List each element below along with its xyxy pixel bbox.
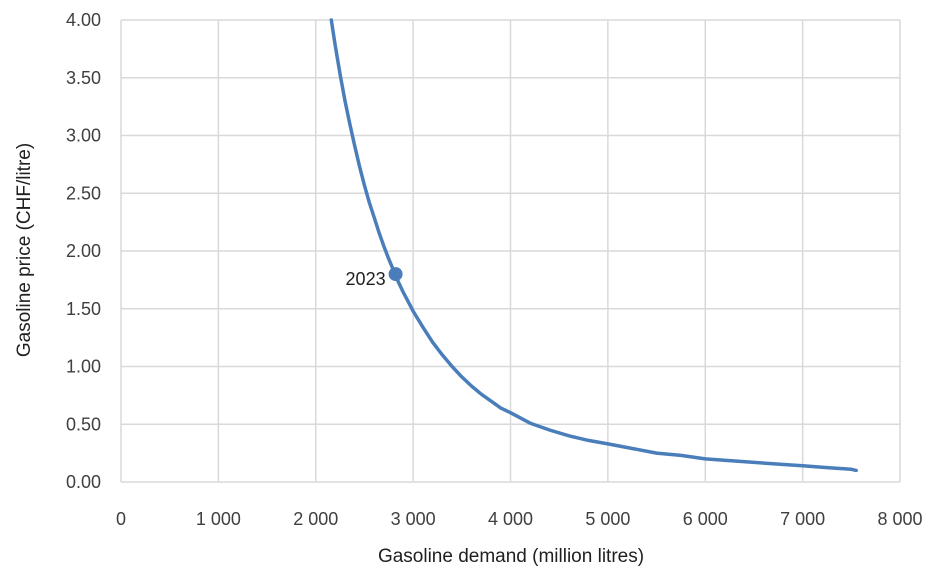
x-tick-label: 3 000 bbox=[391, 509, 436, 529]
horizontal-gridlines bbox=[121, 19, 900, 483]
y-tick-label: 1.00 bbox=[66, 357, 101, 377]
y-tick-label: 4.00 bbox=[66, 10, 101, 30]
x-tick-label: 1 000 bbox=[196, 509, 241, 529]
x-tick-label: 8 000 bbox=[877, 509, 922, 529]
y-tick-label: 3.00 bbox=[66, 126, 101, 146]
y-tick-label: 0.50 bbox=[66, 414, 101, 434]
x-tick-label: 5 000 bbox=[585, 509, 630, 529]
x-axis-title: Gasoline demand (million litres) bbox=[378, 546, 644, 567]
series-group bbox=[329, 18, 858, 473]
y-axis-tick-labels: 0.00 0.50 1.00 1.50 2.00 2.50 3.00 3.50 4.00 bbox=[66, 10, 101, 492]
points-group: 2023 bbox=[346, 267, 403, 289]
y-tick-label: 2.00 bbox=[66, 241, 101, 261]
x-tick-label: 0 bbox=[116, 509, 126, 529]
y-axis-title: Gasoline price (CHF/litre) bbox=[14, 143, 35, 357]
y-tick-label: 1.50 bbox=[66, 299, 101, 319]
y-tick-label: 0.00 bbox=[66, 472, 101, 492]
x-tick-label: 4 000 bbox=[488, 509, 533, 529]
x-tick-label: 6 000 bbox=[683, 509, 728, 529]
y-tick-label: 2.50 bbox=[66, 183, 101, 203]
data-point-2023 bbox=[388, 267, 403, 282]
data-point-label: 2023 bbox=[346, 269, 386, 289]
series-line-0 bbox=[329, 18, 858, 473]
x-tick-label: 7 000 bbox=[780, 509, 825, 529]
x-tick-label: 2 000 bbox=[293, 509, 338, 529]
y-tick-label: 3.50 bbox=[66, 68, 101, 88]
x-axis-tick-labels: 0 1 000 2 000 3 000 4 000 5 000 6 000 7 000 8 00… bbox=[116, 509, 923, 529]
